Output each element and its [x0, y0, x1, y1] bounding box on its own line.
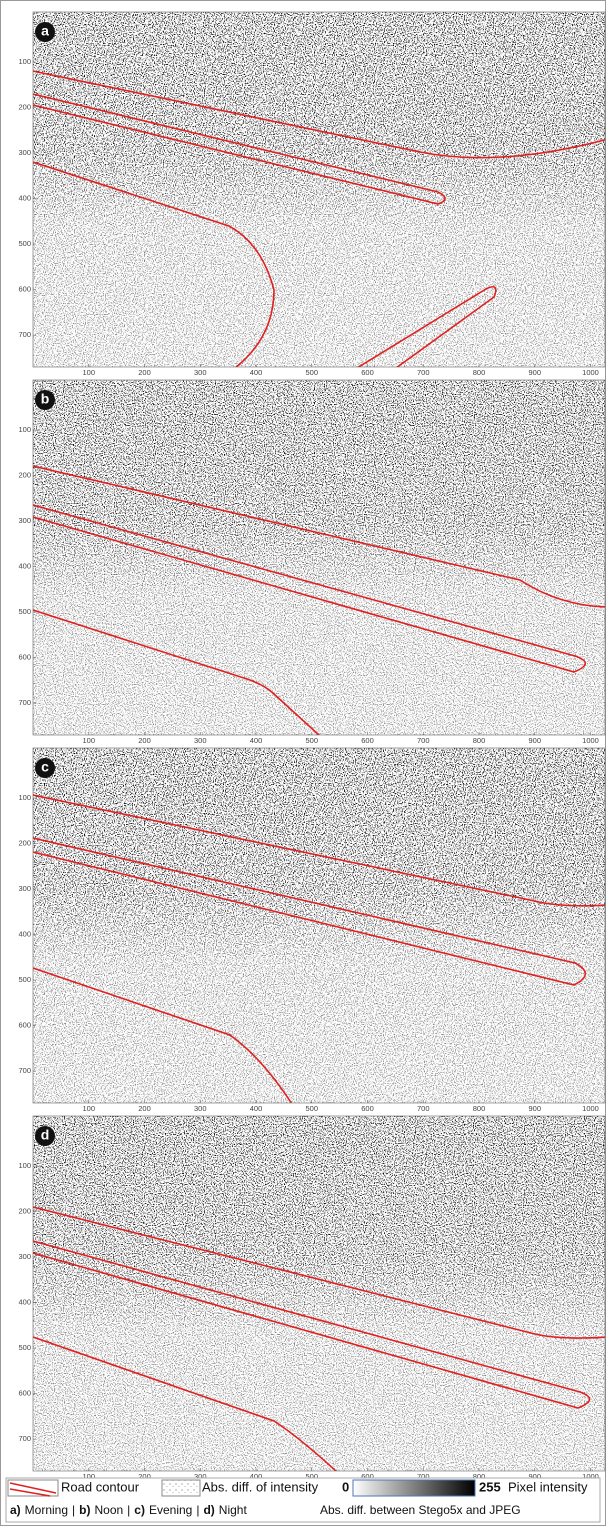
x-tick-label: 800: [473, 736, 486, 745]
x-tick-label: 400: [250, 736, 263, 745]
panel: 100 200 300 400 500 600 700 800 900 1000 100 200 300…: [18, 748, 606, 1113]
separator: |: [72, 1503, 75, 1517]
noise-fade: [33, 748, 605, 1103]
x-tick-label: 800: [473, 368, 486, 377]
x-tick-label: 500: [305, 368, 318, 377]
diff-icon: [162, 1480, 200, 1496]
y-tick-label: 300: [18, 148, 31, 157]
x-tick-label: 800: [473, 1104, 486, 1113]
x-tick-label: 600: [361, 368, 374, 377]
y-tick-label: 300: [18, 1252, 31, 1261]
period-name: Evening: [149, 1503, 192, 1517]
x-tick-label: 100: [82, 736, 95, 745]
legend-diff: Abs. diff. of intensity: [202, 1479, 319, 1494]
legend-road: Road contour: [61, 1479, 140, 1494]
y-tick-label: 500: [18, 239, 31, 248]
y-tick-label: 700: [18, 1434, 31, 1443]
x-tick-label: 500: [305, 736, 318, 745]
x-tick-label: 900: [528, 368, 541, 377]
scale-min: 0: [342, 1479, 349, 1494]
period-caption: a) Morning | b) Noon | c) Evening | d) Night: [10, 1503, 247, 1517]
legend: Road contour Abs. diff. of intensity 0 2…: [6, 1478, 600, 1522]
y-tick-label: 200: [18, 103, 31, 112]
x-tick-label: 700: [417, 1104, 430, 1113]
panel-label: a: [41, 23, 49, 39]
y-tick-label: 500: [18, 975, 31, 984]
separator: |: [196, 1503, 199, 1517]
y-tick-label: 100: [18, 57, 31, 66]
x-tick-label: 900: [528, 1104, 541, 1113]
x-tick-label: 200: [138, 368, 151, 377]
figure: 1002003004005006007008009001000100200300…: [0, 0, 606, 1526]
period-name: Night: [219, 1503, 248, 1517]
panel-label: b: [41, 391, 50, 407]
period-letter: c): [134, 1503, 145, 1517]
panel: 100 200 300 400 500 600 700 800 900 1000 100 200 300…: [18, 12, 606, 377]
x-tick-label: 200: [138, 736, 151, 745]
x-tick-label: 600: [361, 736, 374, 745]
separator: |: [127, 1503, 130, 1517]
x-tick-label: 100: [82, 1104, 95, 1113]
panel-label: c: [41, 759, 49, 775]
period-name: Morning: [25, 1503, 68, 1517]
y-tick-label: 100: [18, 425, 31, 434]
y-tick-label: 700: [18, 330, 31, 339]
scale-max: 255: [479, 1479, 501, 1494]
scale-bar: [353, 1480, 475, 1496]
y-tick-label: 300: [18, 884, 31, 893]
period-name: Noon: [94, 1503, 123, 1517]
y-tick-label: 400: [18, 194, 31, 203]
panels: 100 200 300 400 500 600 700 800 900 1000 100 200 300…: [18, 12, 606, 1481]
panel-label: d: [41, 1127, 50, 1143]
y-tick-label: 600: [18, 1389, 31, 1398]
x-tick-label: 300: [194, 1104, 207, 1113]
y-tick-label: 100: [18, 793, 31, 802]
noise-fade: [33, 1116, 605, 1471]
x-tick-label: 1000: [582, 1104, 599, 1113]
x-tick-label: 700: [417, 736, 430, 745]
x-tick-label: 500: [305, 1104, 318, 1113]
y-tick-label: 300: [18, 516, 31, 525]
x-tick-label: 700: [417, 368, 430, 377]
x-tick-label: 400: [250, 368, 263, 377]
y-tick-label: 700: [18, 698, 31, 707]
period-letter: a): [10, 1503, 21, 1517]
x-tick-label: 900: [528, 736, 541, 745]
y-tick-label: 200: [18, 471, 31, 480]
x-tick-label: 1000: [582, 368, 599, 377]
diff-caption: Abs. diff. between Stego5x and JPEG: [320, 1503, 521, 1517]
x-tick-label: 200: [138, 1104, 151, 1113]
y-tick-label: 600: [18, 285, 31, 294]
x-tick-label: 300: [194, 368, 207, 377]
x-tick-label: 1000: [582, 736, 599, 745]
y-tick-label: 400: [18, 562, 31, 571]
y-tick-label: 200: [18, 839, 31, 848]
y-tick-label: 700: [18, 1066, 31, 1075]
y-tick-label: 400: [18, 930, 31, 939]
scale-label: Pixel intensity: [508, 1479, 588, 1494]
x-tick-label: 400: [250, 1104, 263, 1113]
x-tick-label: 300: [194, 736, 207, 745]
x-tick-label: 100: [82, 368, 95, 377]
y-tick-label: 500: [18, 607, 31, 616]
period-letter: b): [79, 1503, 90, 1517]
y-tick-label: 500: [18, 1343, 31, 1352]
period-letter: d): [203, 1503, 214, 1517]
y-tick-label: 600: [18, 1021, 31, 1030]
y-tick-label: 600: [18, 653, 31, 662]
y-tick-label: 400: [18, 1298, 31, 1307]
y-tick-label: 200: [18, 1207, 31, 1216]
panel: 100 200 300 400 500 600 700 800 900 1000 100 200 300…: [18, 380, 606, 745]
y-tick-label: 100: [18, 1161, 31, 1170]
noise-fade: [33, 380, 605, 735]
x-tick-label: 600: [361, 1104, 374, 1113]
